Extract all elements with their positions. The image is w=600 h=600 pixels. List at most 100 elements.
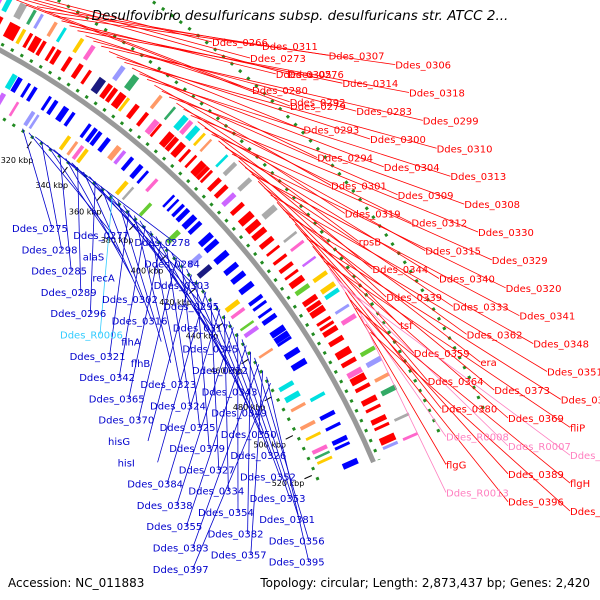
reverse-gene [203, 238, 220, 254]
cog-block [402, 432, 419, 441]
gene-label: Ddes_0307 [329, 51, 385, 62]
forward-gene [278, 261, 294, 275]
forward-gene [319, 320, 335, 332]
leader-line [90, 181, 96, 314]
gene-label: Ddes_0296 [50, 309, 106, 320]
gene-label: Ddes_0342 [79, 373, 135, 384]
scale-tick-label: 380 kbp [101, 236, 134, 245]
cog-block [365, 355, 382, 369]
gene-label: Ddes_0314 [342, 79, 398, 90]
leader-line [100, 185, 152, 321]
forward-gene [178, 148, 192, 163]
gene-label: Ddes_0315 [425, 247, 481, 258]
gene-label: Ddes_0396 [508, 498, 564, 509]
gene-label: Ddes_0369 [508, 414, 564, 425]
cog-block [316, 455, 333, 465]
cog-block [224, 299, 241, 313]
leader-line [157, 291, 207, 463]
gene-label: Ddes_0304 [384, 163, 440, 174]
leader-line [138, 257, 177, 420]
gene-label: Ddes_0323 [140, 380, 196, 391]
leader-line [146, 79, 451, 177]
forward-gene [322, 324, 339, 338]
gene-label: Ddes_0364 [428, 377, 484, 388]
gene-label: Ddes_0316 [112, 316, 168, 327]
cog-block [222, 161, 238, 177]
leader-line [116, 56, 371, 140]
gene-label: Ddes_0305 [276, 70, 332, 81]
cog-block [163, 106, 177, 121]
gene-label: flgG [446, 461, 466, 472]
leader-line [231, 153, 506, 289]
forward-gene [266, 244, 281, 257]
accession-text: Accession: NC_011883 [8, 576, 145, 590]
forward-gene [144, 118, 160, 135]
reverse-gene [120, 156, 135, 172]
gene-label: Ddes_0373 [494, 386, 550, 397]
reverse-gene [331, 434, 348, 446]
reverse-gene [238, 280, 255, 296]
cog-block [33, 13, 44, 29]
reverse-gene [79, 123, 92, 139]
cog-block [393, 412, 410, 422]
cog-block [239, 320, 255, 332]
reverse-gene [273, 330, 291, 345]
label-leader-lines [16, 0, 571, 569]
scale-tick [26, 141, 32, 149]
gene-label: Ddes_0338 [137, 501, 193, 512]
leader-line [244, 167, 454, 307]
gene-label: Ddes_0334 [188, 487, 244, 498]
gene-label: Ddes_0292 [290, 98, 346, 109]
forward-gene [354, 382, 371, 394]
leader-line [323, 260, 571, 428]
cog-block [28, 114, 40, 130]
forward-gene [334, 345, 353, 361]
leader-line [128, 241, 162, 399]
forward-gene [346, 366, 363, 380]
cog-block [258, 347, 274, 359]
reverse-gene [55, 105, 70, 123]
forward-gene [164, 136, 180, 152]
forward-gene [309, 304, 327, 319]
forward-gene [117, 97, 131, 112]
gene-label: era [480, 358, 496, 369]
forward-gene [373, 421, 390, 432]
leader-line [101, 45, 423, 121]
gene-label: Ddes_0318 [409, 89, 465, 100]
forward-gene [149, 123, 163, 138]
reverse-gene [309, 391, 326, 403]
leader-line [139, 73, 384, 168]
leader-line [190, 115, 479, 233]
gene-label: Ddes_0308 [464, 200, 520, 211]
gene-label: flhB [131, 359, 151, 370]
forward-gene [2, 21, 18, 40]
gene-label: Ddes_0350 [221, 430, 277, 441]
gene-label: flgH [570, 479, 590, 490]
forward-gene [207, 177, 222, 192]
leader-line [77, 30, 410, 93]
gene-label: Ddes_0339 [386, 293, 442, 304]
reverse-gene [10, 76, 23, 93]
forward-gene [251, 226, 268, 242]
leader-line [355, 307, 571, 484]
cog-block [380, 384, 398, 397]
scale-tick [62, 166, 68, 174]
forward-gene [99, 83, 113, 100]
cog-block [290, 239, 305, 252]
leader-line [329, 268, 447, 437]
cog-block [0, 92, 7, 106]
cog-block [66, 141, 79, 156]
gene-label: Ddes_0330 [478, 228, 534, 239]
leader-line [238, 160, 387, 298]
leader-line [210, 297, 220, 470]
reverse-gene [26, 86, 38, 102]
gene-label: Ddes_0351 [547, 368, 600, 379]
cog-block [58, 135, 72, 151]
leader-line [85, 35, 290, 103]
cog-block [320, 281, 337, 295]
gene-label: Ddes_0382 [208, 529, 264, 540]
leader-line [53, 15, 396, 65]
leader-line [25, 4, 291, 107]
leader-line [192, 364, 260, 548]
gene-label: Ddes_0303 [154, 281, 210, 292]
